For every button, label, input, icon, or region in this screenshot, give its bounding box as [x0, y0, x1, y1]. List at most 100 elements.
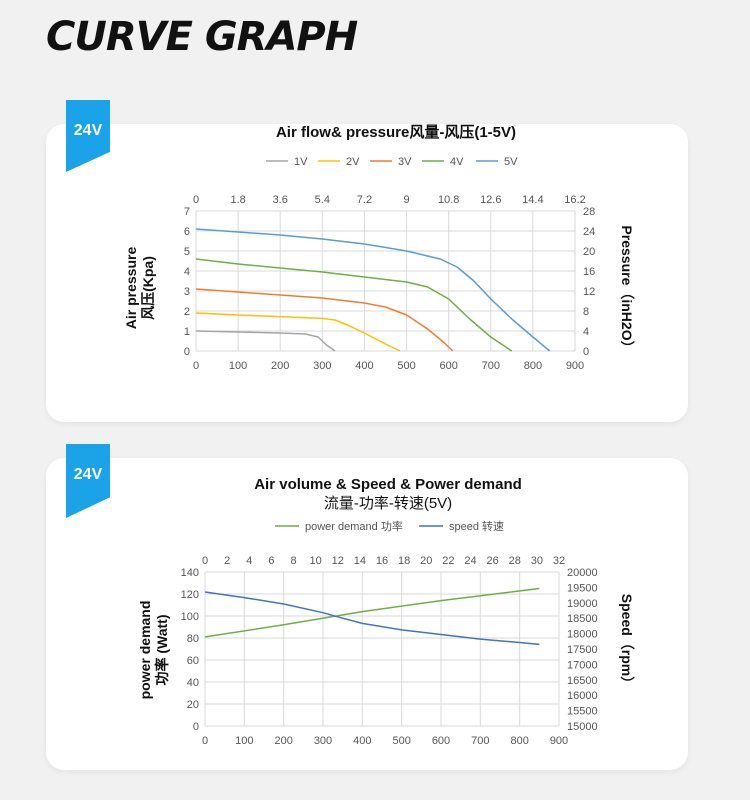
y-left-tick-label: 5: [184, 246, 190, 258]
y-left-tick-label: 7: [184, 206, 190, 218]
series-line-0: [195, 330, 336, 352]
y-right-tick-label: 8: [583, 306, 589, 318]
legend-label: 2V: [346, 156, 360, 168]
x-top-tick-label: 18: [398, 555, 410, 567]
x-top-tick-label: 24: [464, 555, 476, 567]
x-bottom-tick-label: 500: [392, 735, 410, 747]
x-bottom-tick-label: 800: [524, 360, 542, 372]
legend-label: 4V: [450, 156, 464, 168]
x-top-tick-label: 7.2: [357, 194, 372, 206]
y-left-tick-label: 1: [184, 326, 190, 338]
y-left-tick-label: 40: [187, 677, 199, 689]
legend-label: 1V: [294, 156, 308, 168]
y-left-tick-label: 0: [184, 346, 190, 358]
y-right-tick-label: 16000: [567, 690, 598, 702]
y-left-tick-label: 80: [187, 633, 199, 645]
series-line-0: [204, 587, 540, 638]
x-bottom-tick-label: 600: [432, 735, 450, 747]
x-top-tick-label: 32: [553, 555, 565, 567]
series-line-4: [195, 228, 551, 352]
y-left-tick-label: 60: [187, 655, 199, 667]
y-right-tick-label: 20: [583, 246, 595, 258]
x-top-tick-label: 9: [403, 194, 409, 206]
series-line-3: [195, 258, 513, 352]
x-top-tick-label: 2: [224, 555, 230, 567]
x-bottom-tick-label: 900: [550, 735, 568, 747]
x-top-tick-label: 10: [310, 555, 322, 567]
y-axis-label-right: Speed（rpm）: [619, 594, 635, 690]
y-left-tick-label: 100: [181, 611, 199, 623]
y-left-tick-label: 2: [184, 306, 190, 318]
y-left-tick-label: 120: [181, 589, 199, 601]
chart-card-air-flow-pressure: [46, 124, 688, 422]
series-lines: [204, 587, 540, 646]
x-top-tick-label: 0: [193, 194, 199, 206]
x-bottom-tick-label: 0: [193, 360, 199, 372]
x-top-tick-label: 28: [509, 555, 521, 567]
x-top-tick-label: 20: [420, 555, 432, 567]
y-right-tick-label: 28: [583, 206, 595, 218]
x-top-tick-label: 5.4: [315, 194, 330, 206]
chart-subtitle: 流量-功率-转速(5V): [324, 495, 452, 512]
x-top-tick-label: 26: [487, 555, 499, 567]
series-lines: [195, 228, 551, 352]
y-right-tick-label: 17500: [567, 644, 598, 656]
y-axis-label-right: Pressure（inH2O）: [619, 225, 635, 354]
x-bottom-tick-label: 600: [439, 360, 457, 372]
x-bottom-tick-label: 200: [271, 360, 289, 372]
grid-lines: [195, 210, 576, 352]
x-bottom-tick-label: 300: [314, 735, 332, 747]
x-bottom-tick-label: 700: [482, 360, 500, 372]
y-left-tick-label: 140: [181, 567, 199, 579]
legend-label: power demand 功率: [305, 519, 403, 533]
x-bottom-tick-label: 500: [397, 360, 415, 372]
y-right-tick-label: 16: [583, 266, 595, 278]
x-top-tick-label: 12: [332, 555, 344, 567]
series-line-1: [195, 312, 401, 352]
y-axis-label-left: Air pressure: [123, 247, 139, 330]
x-top-tick-label: 12.6: [480, 194, 501, 206]
x-bottom-tick-label: 0: [202, 735, 208, 747]
x-bottom-tick-label: 700: [471, 735, 489, 747]
x-top-tick-label: 30: [531, 555, 543, 567]
x-top-tick-label: 16: [376, 555, 388, 567]
x-top-tick-label: 1.8: [230, 194, 245, 206]
series-line-2: [195, 288, 454, 352]
y-right-tick-label: 18000: [567, 629, 598, 641]
x-bottom-tick-label: 900: [566, 360, 584, 372]
x-bottom-tick-label: 200: [274, 735, 292, 747]
page-title: CURVE GRAPH: [46, 14, 358, 60]
x-top-tick-label: 0: [202, 555, 208, 567]
legend: power demand 功率 speed 转速: [275, 519, 504, 533]
x-top-tick-label: 10.8: [438, 194, 459, 206]
y-left-tick-label: 6: [184, 226, 190, 238]
x-bottom-tick-label: 400: [355, 360, 373, 372]
x-top-tick-label: 22: [442, 555, 454, 567]
y-right-tick-label: 20000: [567, 567, 598, 579]
y-left-tick-label: 0: [193, 721, 199, 733]
x-bottom-tick-label: 400: [353, 735, 371, 747]
x-bottom-tick-label: 800: [510, 735, 528, 747]
legend: 1V 2V 3V 4V 5V: [266, 156, 518, 168]
grid-lines: [204, 571, 560, 727]
chart-title: Air flow& pressure风量-风压(1-5V): [276, 124, 516, 141]
chart-card-air-volume-speed-power: [46, 458, 688, 770]
x-top-tick-label: 3.6: [273, 194, 288, 206]
x-top-tick-label: 16.2: [564, 194, 585, 206]
y-right-tick-label: 19500: [567, 582, 598, 594]
x-bottom-tick-label: 100: [235, 735, 253, 747]
y-axis-label-left-cn: 风压(Kpa): [140, 256, 156, 320]
y-right-tick-label: 24: [583, 226, 595, 238]
y-right-tick-label: 12: [583, 286, 595, 298]
y-right-tick-label: 18500: [567, 613, 598, 625]
legend-label: speed 转速: [449, 519, 504, 533]
y-axis-label-left-cn: 功率 (Watt): [154, 614, 170, 685]
x-top-tick-label: 6: [268, 555, 274, 567]
x-top-tick-label: 8: [290, 555, 296, 567]
y-left-tick-label: 4: [184, 266, 190, 278]
chart-title: Air volume & Speed & Power demand: [254, 476, 522, 493]
y-right-tick-label: 19000: [567, 598, 598, 610]
